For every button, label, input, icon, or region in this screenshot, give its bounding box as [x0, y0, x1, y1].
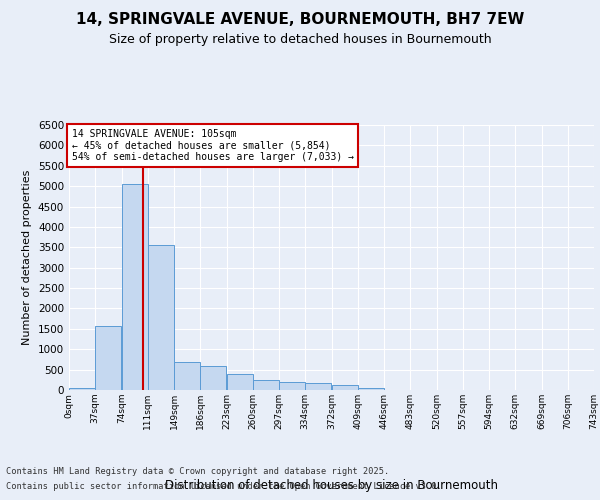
- Text: Contains public sector information licensed under the Open Government Licence v3: Contains public sector information licen…: [6, 482, 442, 491]
- Bar: [253, 380, 279, 390]
- Text: 14, SPRINGVALE AVENUE, BOURNEMOUTH, BH7 7EW: 14, SPRINGVALE AVENUE, BOURNEMOUTH, BH7 …: [76, 12, 524, 28]
- Bar: [279, 382, 305, 390]
- Text: 14 SPRINGVALE AVENUE: 105sqm
← 45% of detached houses are smaller (5,854)
54% of: 14 SPRINGVALE AVENUE: 105sqm ← 45% of de…: [71, 129, 353, 162]
- Bar: [200, 366, 226, 390]
- Bar: [174, 362, 200, 390]
- Bar: [148, 246, 174, 390]
- Bar: [358, 388, 384, 390]
- Text: Size of property relative to detached houses in Bournemouth: Size of property relative to detached ho…: [109, 32, 491, 46]
- X-axis label: Distribution of detached houses by size in Bournemouth: Distribution of detached houses by size …: [165, 479, 498, 492]
- Bar: [227, 374, 253, 390]
- Bar: [332, 385, 358, 390]
- Bar: [305, 384, 331, 390]
- Bar: [95, 326, 121, 390]
- Bar: [69, 388, 95, 390]
- Y-axis label: Number of detached properties: Number of detached properties: [22, 170, 32, 345]
- Text: Contains HM Land Registry data © Crown copyright and database right 2025.: Contains HM Land Registry data © Crown c…: [6, 467, 389, 476]
- Bar: [122, 184, 148, 390]
